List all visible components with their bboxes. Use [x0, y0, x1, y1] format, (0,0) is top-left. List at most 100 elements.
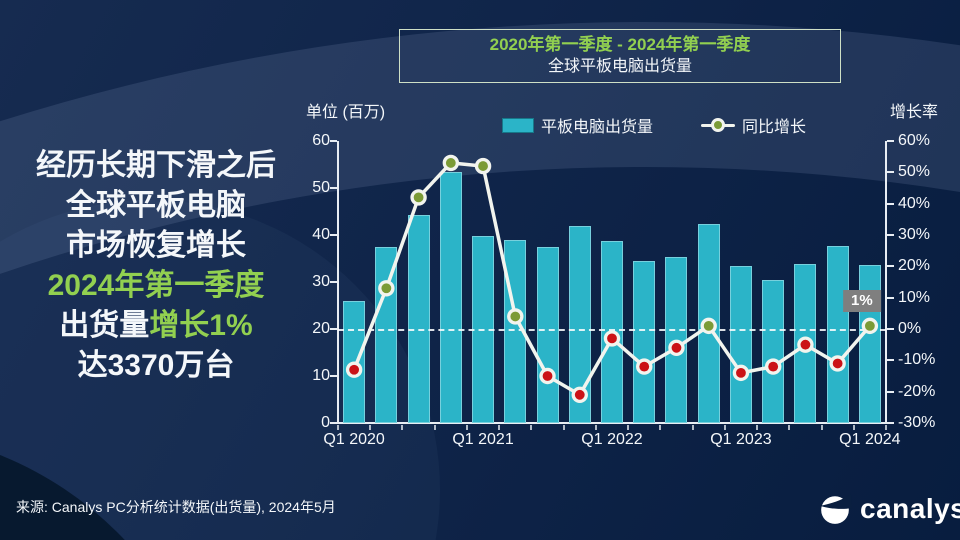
x-axis-tick: [627, 425, 630, 430]
growth-marker: [832, 358, 843, 369]
growth-marker: [542, 371, 553, 381]
x-axis-tick: [885, 425, 887, 430]
headline: 经历长期下滑之后 全球平板电脑 市场恢复增长 2024年第一季度出货量增长1% 达337…: [0, 146, 312, 386]
shipments-bar: [729, 266, 752, 423]
right-axis-tick: [887, 171, 894, 174]
plot-area: 1% 60 50 40 30 20 10 0 60% 50% 40% 30% 20% 10% 0% -10%…: [312, 132, 935, 448]
shipments-bar: [568, 225, 591, 423]
left-axis-tick-label: 20: [312, 320, 330, 337]
left-axis-tick: [330, 422, 337, 424]
headline-line: 2024年第一季度: [0, 266, 312, 306]
left-axis-tick: [330, 328, 337, 330]
x-axis-label: Q1 2021: [452, 431, 514, 448]
right-axis-tick: [887, 140, 894, 142]
legend-label-growth: 同比增长: [742, 119, 807, 136]
growth-marker: [574, 389, 585, 400]
headline-line: 经历长期下滑之后: [0, 146, 312, 186]
right-axis-tick: [887, 234, 894, 236]
growth-annotation-badge: 1%: [843, 289, 881, 312]
x-axis-label: Q1 2022: [581, 431, 643, 448]
headline-text: 达3370万台: [77, 349, 235, 382]
growth-marker: [671, 342, 682, 353]
shipments-bar: [439, 172, 462, 423]
right-axis-tick: [887, 296, 894, 299]
growth-marker: [413, 192, 424, 203]
right-axis-tick: [887, 328, 894, 330]
growth-marker: [864, 320, 875, 331]
headline-text: 经历长期下滑之后: [36, 149, 276, 182]
growth-marker: [510, 311, 521, 322]
left-axis-tick: [330, 234, 337, 236]
x-axis-tick: [369, 425, 372, 430]
right-axis-tick-label: 60%: [898, 132, 931, 149]
right-axis-tick-label: -30%: [898, 414, 936, 431]
right-axis-tick: [887, 202, 894, 205]
left-axis-tick-label: 60: [312, 132, 330, 149]
growth-marker: [381, 283, 392, 294]
left-axis-tick: [330, 140, 337, 142]
growth-line: [352, 161, 872, 397]
left-axis-tick-label: 10: [312, 367, 330, 384]
growth-marker: [349, 364, 360, 375]
headline-text: 增长1%: [149, 309, 253, 342]
x-axis-tick: [401, 425, 404, 430]
right-axis-tick-label: 30%: [898, 226, 931, 243]
bar-swatch-icon: [501, 117, 534, 133]
growth-marker: [607, 333, 617, 344]
growth-marker: [445, 158, 456, 168]
left-axis-tick: [330, 375, 337, 377]
x-axis-tick: [756, 425, 759, 430]
x-axis-tick: [723, 425, 726, 430]
right-axis-tick-label: 20%: [898, 257, 931, 275]
left-axis-line: [337, 141, 339, 424]
right-axis-tick-label: -20%: [898, 382, 936, 400]
x-axis-tick: [788, 425, 791, 430]
headline-text: 市场恢复增长: [66, 229, 246, 262]
legend-item-shipments: 平板电脑出货量: [501, 113, 653, 137]
x-axis-line: [331, 422, 893, 424]
growth-line-layer: [345, 154, 879, 403]
right-axis-tick: [887, 359, 894, 362]
growth-marker: [768, 361, 779, 372]
x-axis-tick: [433, 425, 436, 430]
growth-marker: [736, 367, 746, 378]
x-axis-tick: [562, 425, 565, 430]
x-axis-label: Q1 2023: [710, 431, 772, 448]
x-axis-label: Q1 2020: [323, 431, 385, 448]
chart-title: 全球平板电脑出货量: [547, 58, 692, 75]
right-axis-tick-label: 50%: [898, 163, 931, 181]
canalys-logo-text: canalys: [860, 493, 960, 524]
legend-item-growth: 同比增长: [701, 113, 806, 137]
left-axis-tick: [330, 281, 337, 283]
headline-text: 出货量: [59, 309, 150, 342]
headline-text: 全球平板电脑: [66, 189, 246, 222]
right-axis-title: 增长率: [889, 104, 938, 121]
headline-line: 全球平板电脑: [0, 186, 312, 226]
left-axis-tick-label: 30: [312, 273, 330, 290]
left-axis-tick: [330, 187, 337, 189]
headline-text: 2024年第一季度: [47, 269, 265, 302]
right-axis-tick: [887, 422, 894, 424]
left-axis-tick-label: 40: [312, 226, 330, 243]
headline-line: 达3370万台: [0, 346, 312, 386]
growth-marker: [800, 339, 811, 350]
x-axis-tick: [820, 425, 823, 430]
x-axis-tick: [594, 425, 597, 430]
x-axis-tick: [337, 425, 339, 430]
left-axis-tick-label: 50: [312, 179, 330, 196]
shipments-bar: [762, 280, 785, 423]
canalys-logo-icon: [820, 494, 852, 524]
source-note: 来源: Canalys PC分析统计数据(出货量), 2024年5月: [16, 499, 336, 515]
right-axis-tick: [887, 265, 894, 268]
x-axis-tick: [498, 425, 501, 430]
x-axis-tick: [659, 425, 662, 430]
headline-line: 市场恢复增长: [0, 226, 312, 266]
growth-marker: [639, 361, 650, 372]
chart-title-box: 2020年第一季度 - 2024年第一季度 全球平板电脑出货量: [399, 29, 841, 83]
x-axis-tick: [691, 425, 694, 430]
x-axis-tick: [530, 425, 533, 430]
line-marker-icon: [701, 118, 735, 132]
right-axis-tick-label: 0%: [898, 320, 922, 337]
chart-period: 2020年第一季度 - 2024年第一季度: [489, 35, 751, 54]
